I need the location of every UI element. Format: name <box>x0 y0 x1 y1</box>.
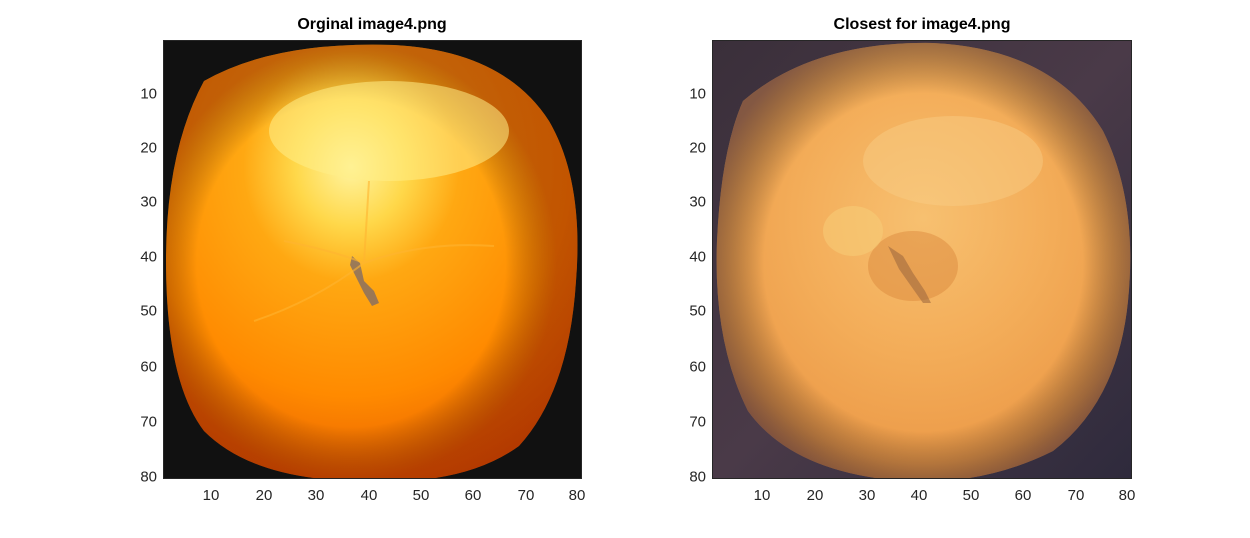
right-x-tick: 80 <box>1118 487 1136 504</box>
right-y-tick: 40 <box>689 248 706 266</box>
left-panel-title: Orginal image4.png <box>297 16 447 33</box>
left-y-tick: 40 <box>140 248 157 266</box>
closest-orange-image <box>713 41 1131 478</box>
right-y-tick: 30 <box>689 193 706 211</box>
right-y-tick: 60 <box>689 358 706 376</box>
left-y-tick: 80 <box>140 468 157 486</box>
right-y-tick: 70 <box>689 413 706 431</box>
right-x-tick: 20 <box>806 487 824 504</box>
right-y-tick: 50 <box>689 302 706 320</box>
right-x-tick: 50 <box>962 487 980 504</box>
left-y-tick: 70 <box>140 413 157 431</box>
right-y-tick: 20 <box>689 139 706 157</box>
right-y-tick: 80 <box>689 468 706 486</box>
left-x-tick: 30 <box>307 487 325 504</box>
left-x-tick: 50 <box>412 487 430 504</box>
left-x-tick: 40 <box>360 487 378 504</box>
left-y-tick: 60 <box>140 358 157 376</box>
right-y-tick: 10 <box>689 85 706 103</box>
left-y-tick: 10 <box>140 85 157 103</box>
left-x-tick: 60 <box>464 487 482 504</box>
original-orange-image <box>164 41 581 478</box>
right-image-axes <box>712 40 1132 479</box>
right-x-tick: 70 <box>1067 487 1085 504</box>
right-x-tick: 40 <box>910 487 928 504</box>
right-x-tick: 10 <box>753 487 771 504</box>
left-x-tick: 20 <box>255 487 273 504</box>
left-y-tick: 30 <box>140 193 157 211</box>
right-panel-title: Closest for image4.png <box>833 16 1011 33</box>
left-image-axes <box>163 40 582 479</box>
right-x-tick: 30 <box>858 487 876 504</box>
left-x-tick: 80 <box>568 487 586 504</box>
right-x-tick: 60 <box>1014 487 1032 504</box>
left-y-tick: 20 <box>140 139 157 157</box>
left-x-tick: 10 <box>202 487 220 504</box>
left-y-tick: 50 <box>140 302 157 320</box>
left-x-tick: 70 <box>517 487 535 504</box>
